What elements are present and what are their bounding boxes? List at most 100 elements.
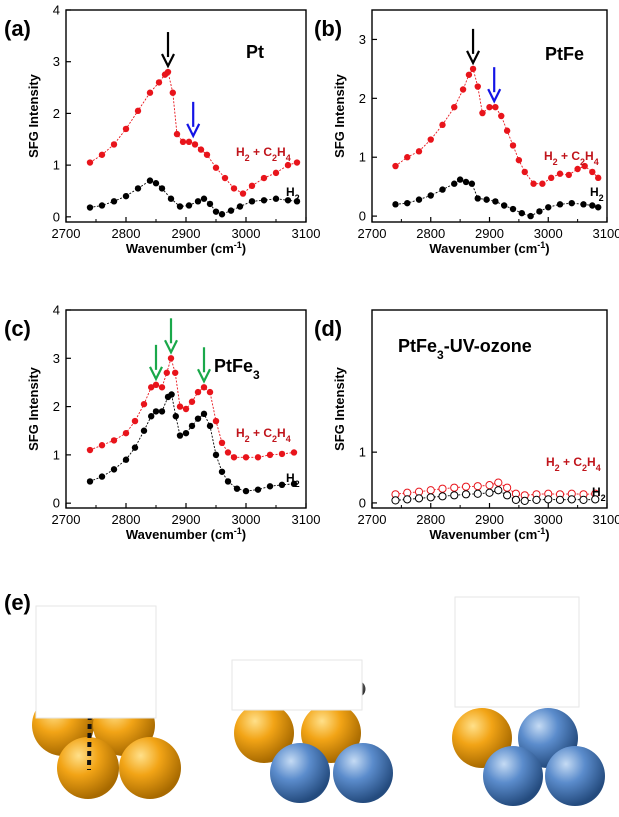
data-point bbox=[212, 451, 220, 459]
data-point bbox=[98, 473, 106, 480]
data-point bbox=[518, 209, 526, 217]
data-point bbox=[167, 355, 175, 362]
data-point bbox=[462, 178, 470, 186]
data-point bbox=[206, 388, 214, 396]
chart-panel-c: 2700 2800 2900 3000 3100 0 1 2 3 4 Wavenumber (cm-… bbox=[4, 303, 320, 543]
x-tick-label: 3000 bbox=[534, 512, 563, 527]
data-point bbox=[469, 65, 477, 73]
series-label: H2 bbox=[286, 471, 300, 489]
y-tick-label: 4 bbox=[53, 3, 60, 18]
data-point bbox=[567, 495, 576, 504]
data-point bbox=[164, 68, 172, 76]
data-point bbox=[185, 202, 193, 209]
data-point bbox=[194, 198, 202, 205]
series-label: H2 + C2H4 bbox=[544, 149, 599, 167]
x-tick-label: 3100 bbox=[292, 512, 321, 527]
x-tick-label: 3000 bbox=[232, 512, 261, 527]
sample-label: PtFe3 bbox=[214, 356, 260, 382]
x-tick-label: 2800 bbox=[416, 226, 445, 241]
data-point bbox=[555, 495, 565, 504]
data-point bbox=[568, 199, 575, 207]
data-point bbox=[212, 164, 220, 171]
data-point bbox=[98, 202, 106, 209]
series-h2-c2h4 bbox=[86, 68, 301, 197]
data-point bbox=[392, 201, 399, 208]
data-point bbox=[230, 454, 238, 461]
fe-atom bbox=[545, 746, 605, 806]
plot-frame bbox=[65, 9, 307, 223]
data-point bbox=[167, 195, 175, 202]
data-point bbox=[450, 483, 459, 492]
data-point bbox=[266, 451, 274, 459]
x-tick-label: 2700 bbox=[52, 226, 81, 241]
x-tick-label: 3100 bbox=[593, 512, 619, 527]
data-point bbox=[392, 162, 399, 170]
panel-letter: (a) bbox=[4, 16, 31, 41]
chart-panel-d: 2700 2800 2900 3000 3100 0 1 Wavenumber (cm-1) S… bbox=[314, 309, 619, 542]
model-frame bbox=[454, 596, 580, 708]
data-point bbox=[532, 495, 541, 504]
series-h2 bbox=[392, 176, 602, 220]
data-point bbox=[194, 388, 202, 396]
data-point bbox=[498, 112, 505, 120]
series-h2-c2h4 bbox=[86, 355, 298, 461]
data-point bbox=[254, 454, 262, 461]
data-point bbox=[122, 125, 130, 133]
fe-atom bbox=[483, 746, 543, 806]
data-point bbox=[515, 156, 523, 164]
data-point bbox=[494, 486, 503, 495]
data-point bbox=[86, 478, 94, 485]
y-tick-label: 2 bbox=[53, 399, 60, 414]
data-point bbox=[278, 450, 286, 458]
data-point bbox=[169, 89, 176, 96]
data-point bbox=[242, 454, 250, 461]
data-point bbox=[248, 182, 256, 190]
x-tick-label: 2700 bbox=[358, 512, 387, 527]
x-tick-label: 3100 bbox=[593, 226, 619, 241]
data-point bbox=[163, 369, 170, 376]
data-point bbox=[152, 180, 160, 187]
data-point bbox=[503, 127, 511, 134]
data-point bbox=[158, 185, 166, 192]
data-point bbox=[492, 103, 499, 111]
y-tick-label: 0 bbox=[53, 496, 60, 511]
series-line bbox=[89, 393, 295, 492]
data-point bbox=[293, 159, 301, 166]
data-point bbox=[492, 198, 499, 205]
data-point bbox=[131, 444, 139, 451]
data-point bbox=[218, 468, 226, 475]
data-point bbox=[131, 417, 139, 425]
y-axis-title: SFG Intensity bbox=[332, 366, 347, 451]
chart-panel-b: 2700 2800 2900 3000 3100 0 1 2 3 Wavenumber (cm-1… bbox=[314, 9, 619, 256]
data-point bbox=[182, 429, 190, 437]
data-point bbox=[176, 403, 184, 410]
data-point bbox=[527, 212, 534, 220]
data-point bbox=[439, 186, 446, 193]
data-point bbox=[483, 196, 490, 203]
data-point bbox=[140, 427, 148, 434]
series-h2 bbox=[86, 177, 301, 218]
fe-atom bbox=[270, 743, 330, 803]
data-point bbox=[474, 195, 481, 202]
data-point bbox=[485, 488, 494, 497]
data-point bbox=[172, 413, 179, 420]
data-point bbox=[218, 211, 226, 218]
data-point bbox=[172, 369, 179, 376]
x-tick-label: 2900 bbox=[172, 512, 201, 527]
data-point bbox=[404, 199, 411, 207]
data-point bbox=[278, 481, 286, 489]
data-point bbox=[565, 171, 573, 179]
x-axis-title: Wavenumber (cm-1) bbox=[429, 526, 549, 542]
data-point bbox=[415, 148, 423, 155]
data-point bbox=[200, 195, 208, 202]
data-point bbox=[146, 177, 154, 184]
data-point bbox=[260, 174, 268, 182]
peak-arrow bbox=[487, 67, 502, 104]
series-label: H2 + C2H4 bbox=[236, 426, 291, 444]
data-point bbox=[580, 201, 587, 208]
y-axis-title: SFG Intensity bbox=[26, 73, 41, 158]
x-tick-label: 3100 bbox=[292, 226, 321, 241]
data-point bbox=[218, 439, 226, 447]
